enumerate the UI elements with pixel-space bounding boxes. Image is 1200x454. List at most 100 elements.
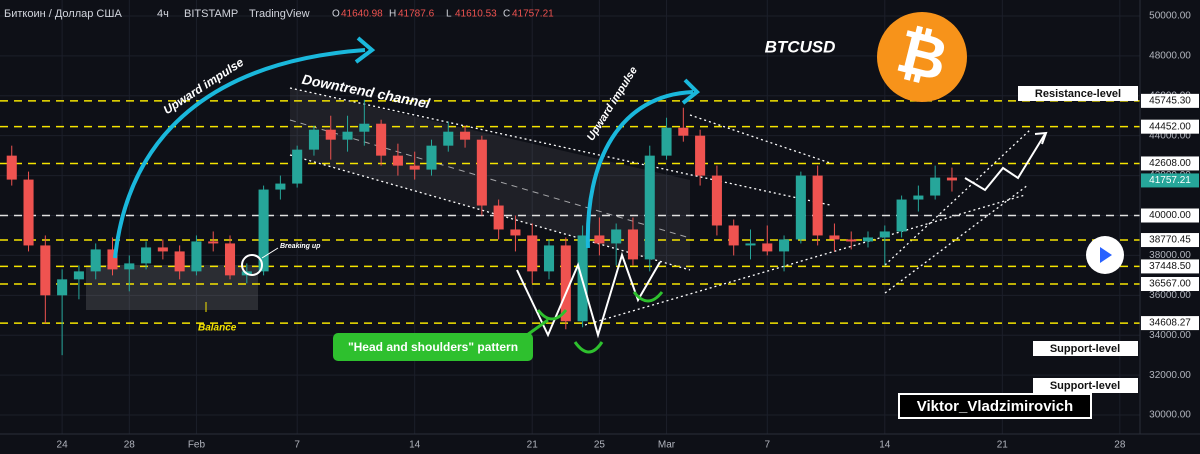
candle-body: [107, 249, 118, 270]
trend-lines: [289, 87, 1031, 326]
candle-body: [157, 247, 168, 252]
candle-body: [627, 229, 638, 260]
y-tick-label: 36000.00: [1149, 290, 1191, 301]
y-tick-label: 38000.00: [1149, 250, 1191, 261]
grid: [0, 0, 1140, 434]
breakout-pointer: [261, 247, 279, 259]
ohlc-value: 41757.21: [512, 9, 554, 20]
candle-body: [23, 179, 34, 246]
shoulder-marks: [536, 291, 664, 354]
forecast-head: [1034, 131, 1048, 145]
header-title: Биткоин / Доллар США: [4, 8, 122, 20]
candle-body: [57, 279, 68, 296]
support-badge: Support-level Support-level: [1033, 341, 1138, 393]
y-tick-label: 30000.00: [1149, 410, 1191, 421]
level-label: 37448.50: [1149, 261, 1191, 272]
candle-body: [913, 195, 924, 200]
y-tick-label: 34000.00: [1149, 330, 1191, 341]
candle-body: [409, 165, 420, 170]
impulse-arrow: [585, 90, 694, 249]
candle-body: [443, 131, 454, 146]
resistance-badge: Resistance-level: [1018, 86, 1138, 101]
ohlc-name: L: [446, 9, 452, 20]
x-tick-label: Mar: [658, 440, 676, 451]
ohlc-name: H: [389, 9, 396, 20]
candle-body: [493, 205, 504, 230]
candle-body: [695, 135, 706, 176]
axes: 30000.00 32000.00 34000.00 36000.00 38000.00…: [57, 11, 1199, 451]
candle-body: [728, 225, 739, 246]
y-tick-label: 32000.00: [1149, 370, 1191, 381]
candle-body: [174, 251, 185, 272]
y-tick-label: 48000.00: [1149, 51, 1191, 62]
candle-body: [711, 175, 722, 226]
impulse-arrow-head: [681, 78, 701, 105]
forecast-line: [964, 133, 1046, 192]
callout-box: [333, 333, 533, 361]
breakout-circle: [241, 254, 263, 276]
candle-body: [862, 237, 874, 242]
candle-body: [795, 175, 806, 240]
candle-body: [376, 123, 387, 156]
play-icon: [1100, 247, 1112, 263]
annotation: Support-level: [1050, 380, 1120, 392]
header-platform: TradingView: [249, 8, 310, 20]
candle-body: [73, 271, 84, 280]
candle-body: [879, 231, 890, 238]
candle-body: [342, 131, 353, 140]
candle-body: [779, 239, 790, 252]
x-tick-label: 14: [879, 440, 891, 451]
ohlc-value: 41610.53: [455, 9, 497, 20]
candle-body: [426, 145, 437, 170]
y-tick-label: 50000.00: [1149, 11, 1191, 22]
level-label: 44452.00: [1149, 121, 1191, 132]
candle-body: [846, 239, 857, 242]
candle-body: [829, 235, 840, 240]
annotation: Resistance-level: [1035, 88, 1121, 100]
annotation: Breaking up: [280, 243, 321, 250]
candle-body: [510, 229, 521, 236]
x-tick-label: 25: [594, 440, 606, 451]
logo-circle: [877, 12, 967, 102]
annotation: "Head and shoulders" pattern: [348, 340, 518, 354]
candle-body: [896, 199, 907, 232]
last-price-label: 41757.21: [1149, 175, 1191, 186]
candle-body: [745, 243, 756, 246]
symbol: BTCUSD: [765, 37, 836, 56]
ohlc-value: 41787.6: [398, 9, 435, 20]
candle-body: [275, 183, 286, 190]
level-badge: [1141, 93, 1199, 108]
level-label: 34608.27: [1149, 318, 1191, 329]
candle-body: [325, 129, 336, 140]
x-tick-label: 7: [294, 440, 300, 451]
level-badge: [1141, 119, 1199, 134]
ohlc-value: 41640.98: [341, 9, 383, 20]
level-label: 36567.00: [1149, 279, 1191, 290]
level-badge: [1141, 277, 1199, 292]
level-badge: [1141, 259, 1199, 274]
level-label: 42608.00: [1149, 158, 1191, 169]
candle-body: [141, 247, 152, 264]
channel-mid: [289, 119, 691, 239]
candle-body: [661, 127, 672, 156]
candle-body: [812, 175, 823, 236]
impulse-arrow: [113, 48, 366, 259]
candle-body: [930, 177, 941, 196]
candle-body: [460, 131, 471, 140]
pattern-lines: [516, 251, 661, 339]
candle-body: [40, 245, 51, 296]
ohlc-name: O: [332, 9, 340, 20]
candle-body: [678, 127, 689, 136]
annotation: Balance: [198, 323, 237, 334]
last-price-badge: [1141, 173, 1199, 188]
candle-body: [224, 243, 236, 276]
candle-body: [476, 139, 487, 206]
candle-body: [946, 177, 957, 181]
level-badge: [1141, 156, 1199, 171]
candle-body: [611, 229, 622, 244]
annotation: Support-level: [1050, 343, 1120, 355]
x-tick-label: 21: [997, 440, 1009, 451]
candle-body: [208, 241, 219, 244]
